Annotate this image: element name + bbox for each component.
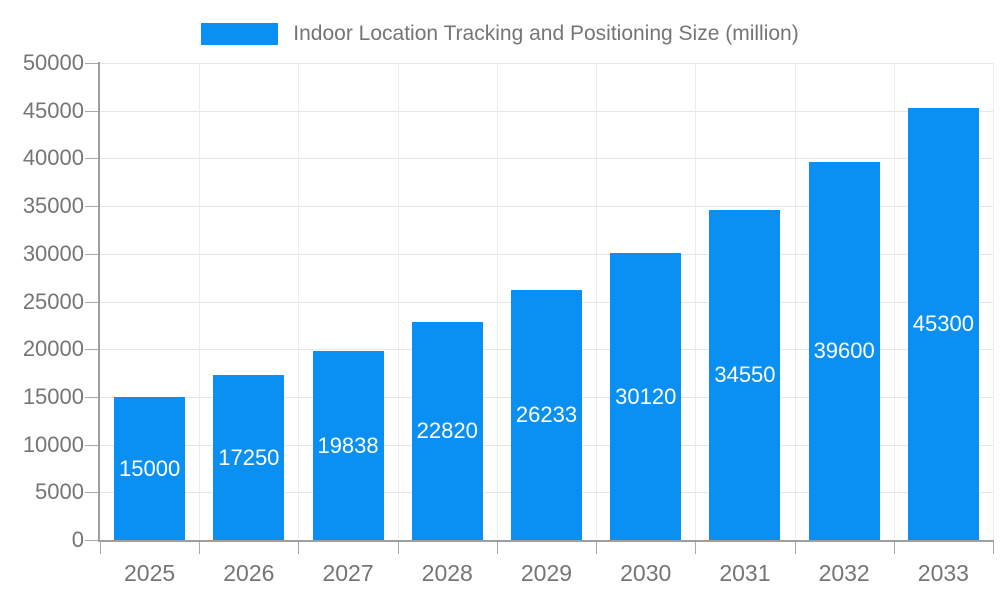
y-axis-label: 15000 <box>22 383 84 409</box>
y-axis-tick <box>85 253 100 255</box>
y-axis-tick <box>85 206 100 208</box>
legend-swatch <box>201 22 279 45</box>
x-axis-tick <box>695 540 697 554</box>
y-axis-tick <box>85 63 100 64</box>
x-axis-tick <box>199 540 201 554</box>
bar-value-label: 45300 <box>912 311 974 336</box>
gridline-vertical <box>794 63 796 540</box>
y-axis-label: 25000 <box>22 288 84 314</box>
y-axis-tick <box>85 158 100 160</box>
y-axis-tick <box>85 301 100 303</box>
bar-value-label: 22820 <box>416 418 478 443</box>
y-axis-label: 30000 <box>22 240 84 266</box>
x-axis-label: 2027 <box>322 560 374 586</box>
x-axis-tick <box>298 540 300 554</box>
y-axis-label: 45000 <box>22 97 84 123</box>
gridline-vertical <box>298 63 300 540</box>
x-axis-label: 2026 <box>223 560 275 586</box>
y-axis-label: 50000 <box>22 50 84 75</box>
gridline-horizontal <box>100 206 993 208</box>
gridline-vertical <box>993 63 994 540</box>
x-axis-tick <box>596 540 598 554</box>
x-axis-tick <box>993 540 994 554</box>
y-axis-tick <box>85 540 100 541</box>
gridline-vertical <box>893 63 895 540</box>
gridline-vertical <box>397 63 399 540</box>
y-axis-label: 35000 <box>22 193 84 219</box>
bar-2032: 39600 <box>808 162 880 540</box>
legend: Indoor Location Tracking and Positioning… <box>0 22 1000 45</box>
y-axis-tick <box>85 349 100 351</box>
y-axis-label: 0 <box>71 527 84 552</box>
x-axis-label: 2031 <box>719 560 771 586</box>
x-axis-tick <box>794 540 796 554</box>
bar-value-label: 39600 <box>813 338 875 363</box>
bar-2029: 26233 <box>511 290 582 540</box>
bar-2027: 19838 <box>312 351 384 540</box>
x-axis-label: 2028 <box>421 560 473 586</box>
gridline-vertical <box>695 63 697 540</box>
x-axis-label: 2029 <box>520 560 573 586</box>
gridline-vertical <box>596 63 598 540</box>
bar-value-label: 30120 <box>615 383 677 409</box>
bar-value-label: 19838 <box>317 432 379 458</box>
legend-label: Indoor Location Tracking and Positioning… <box>293 22 799 45</box>
gridline-vertical <box>199 63 201 540</box>
x-axis-line <box>98 540 993 542</box>
y-axis-tick <box>85 110 100 112</box>
y-axis-label: 40000 <box>22 145 84 171</box>
gridline-horizontal <box>100 110 993 112</box>
x-axis-tick <box>496 540 498 554</box>
y-axis-line <box>98 62 100 540</box>
y-axis-label: 20000 <box>22 336 84 362</box>
bar-value-label: 17250 <box>218 444 280 470</box>
y-axis-tick <box>85 492 100 494</box>
bar-value-label: 34550 <box>714 362 776 387</box>
gridline-horizontal <box>100 253 993 255</box>
gridline-vertical <box>496 63 498 540</box>
x-axis-tick <box>893 540 895 554</box>
bar-2025: 15000 <box>114 397 186 540</box>
bar-value-label: 15000 <box>119 455 181 481</box>
x-axis-label: 2033 <box>917 560 969 586</box>
y-axis-tick <box>85 444 100 446</box>
gridline-horizontal <box>100 158 993 160</box>
bar-2028: 22820 <box>411 322 483 540</box>
y-axis-tick <box>85 396 100 398</box>
bar-2031: 34550 <box>709 210 781 540</box>
gridline-horizontal <box>100 63 993 64</box>
x-axis-label: 2032 <box>818 560 870 586</box>
x-axis-label: 2025 <box>124 560 176 586</box>
x-axis-tick <box>397 540 399 554</box>
x-axis-label: 2030 <box>620 560 672 586</box>
x-axis-tick <box>100 540 101 554</box>
y-axis-label: 5000 <box>35 479 84 505</box>
y-axis-label: 10000 <box>22 431 84 457</box>
bar-2026: 17250 <box>213 375 285 540</box>
bar-value-label: 26233 <box>515 402 578 427</box>
bar-2030: 30120 <box>610 253 682 540</box>
bar-2033: 45300 <box>907 108 979 540</box>
